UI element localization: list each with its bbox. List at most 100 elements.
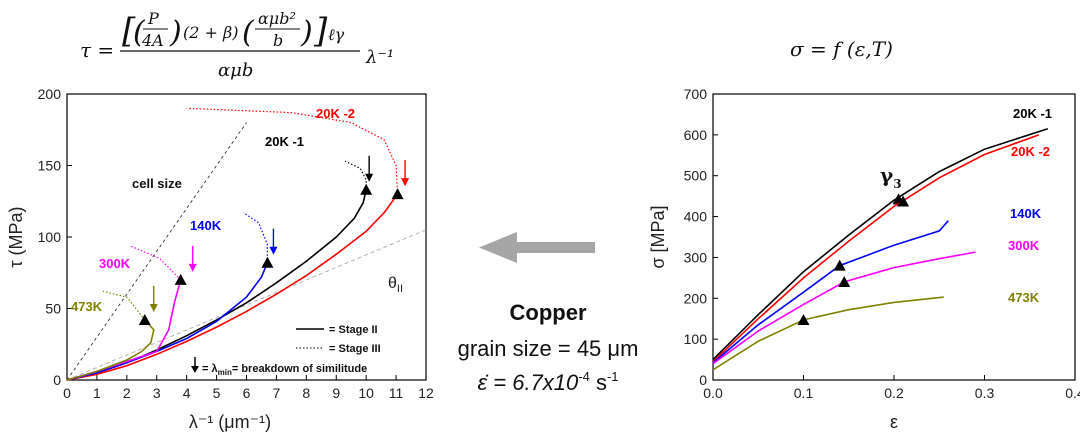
right-curve-20k-2 — [712, 134, 1040, 363]
left-xtick-label: 6 — [243, 385, 251, 401]
right-xtick-label: 0.0 — [703, 385, 723, 401]
left-stage3-20k-1 — [344, 160, 367, 190]
right-ytick-label: 600 — [684, 127, 708, 143]
strain-rate-label: ε̇ = 6.7x10-4 s-1 — [477, 369, 618, 395]
left-stage2-20k-2 — [66, 193, 399, 381]
left-triangle-20k-1 — [360, 183, 373, 195]
legend-arrowhead-icon — [191, 366, 199, 373]
left-stage3-20k-2 — [186, 107, 399, 195]
right-triangle-20k-2 — [897, 195, 910, 207]
left-stage3-300k — [129, 245, 182, 281]
left-stage3-140k — [243, 212, 268, 263]
right-ytick-label: 400 — [684, 209, 708, 225]
left-xtick-label: 3 — [153, 385, 161, 401]
eq-lgamma: ℓγ — [328, 25, 345, 44]
left-ytick-label: 200 — [38, 86, 62, 102]
left-ylabel: τ (MPa) — [6, 206, 26, 267]
right-curve-20k-1 — [712, 127, 1049, 361]
right-ytick-label: 0 — [699, 372, 707, 388]
left-xtick-label: 11 — [389, 385, 404, 401]
left-stage3-473k — [102, 290, 146, 321]
right-xlabel: ε — [890, 412, 898, 432]
material-label: Copper — [510, 300, 587, 325]
right-equation: σ = f (ε,T) — [790, 37, 893, 61]
left-stage2-473k — [66, 319, 155, 381]
label-300k: 300K — [99, 256, 131, 271]
left-legend: = Stage II = Stage III = λmin= breakdown… — [191, 324, 381, 377]
grain-size-label: grain size = 45 μm — [458, 336, 639, 361]
cell-size-label: cell size — [132, 176, 182, 191]
left-triangle-20k-2 — [391, 188, 404, 200]
eq-paren-open: ( — [133, 15, 146, 50]
right-triangle-473k — [797, 313, 810, 325]
right-xtick-label: 0.3 — [975, 385, 995, 401]
big-arrow-shaft — [517, 242, 595, 253]
label-20k-1: 20K -1 — [265, 134, 304, 149]
left-ytick-label: 0 — [53, 372, 61, 388]
eq-p: P — [147, 9, 159, 28]
right-triangle-140k — [833, 259, 846, 271]
label-473k: 473K — [71, 299, 103, 314]
right-chart: 0.0 0.1 0.2 0.3 0.4 0 100 200 300 400 500 600 700 γ3… — [648, 86, 1080, 432]
eq-b: b — [273, 31, 283, 50]
rlabel-140k: 140K — [1010, 206, 1042, 221]
eq-paren-close: ) — [169, 15, 182, 50]
eq-tau: τ = — [80, 38, 114, 62]
left-equation: τ = [ ( P 4A ) (2 + β) ( αμb² b ) ] ℓγ α… — [80, 9, 394, 81]
eq-paren2-close: ) — [300, 15, 313, 50]
left-xtick-label: 8 — [302, 385, 310, 401]
right-ytick-label: 100 — [684, 331, 708, 347]
left-arrowhead-20k-1 — [365, 173, 374, 182]
eq-bracket-close: ] — [313, 11, 328, 51]
left-xtick-label: 10 — [358, 385, 374, 401]
rlabel-300k: 300K — [1008, 238, 1040, 253]
left-stage2-140k — [66, 262, 269, 381]
left-arrowhead-473k — [149, 303, 158, 312]
left-triangle-473k — [138, 313, 151, 325]
legend-stage2: = Stage II — [329, 324, 378, 336]
cell-size-line — [66, 122, 247, 381]
center-panel: Copper grain size = 45 μm ε̇ = 6.7x10-4 … — [458, 232, 639, 395]
left-triangle-140k — [261, 256, 274, 268]
left-xtick-label: 2 — [123, 385, 131, 401]
left-arrowhead-300k — [188, 263, 197, 272]
left-xtick-label: 12 — [418, 385, 434, 401]
left-xtick-label: 5 — [213, 385, 221, 401]
left-ytick-label: 100 — [38, 229, 62, 245]
left-xlabel: λ⁻¹ (μm⁻¹) — [189, 412, 271, 432]
left-xtick-label: 7 — [273, 385, 281, 401]
eq-beta: (2 + β) — [183, 23, 239, 42]
rlabel-20k-1: 20K -1 — [1013, 106, 1052, 121]
left-xtick-label: 9 — [332, 385, 340, 401]
gamma3-label: γ3 — [880, 163, 902, 191]
eq-bracket-open: [ — [122, 11, 136, 51]
right-ytick-label: 300 — [684, 249, 708, 265]
right-triangle-300k — [838, 275, 851, 287]
left-arrowhead-140k — [269, 246, 278, 255]
left-triangle-300k — [174, 273, 187, 285]
right-curve-473k — [712, 296, 944, 371]
legend-lambda: = λmin= breakdown of similitude — [202, 363, 367, 377]
label-140k: 140K — [190, 218, 222, 233]
right-ytick-label: 500 — [684, 168, 708, 184]
right-ylabel: σ [MPa] — [648, 205, 668, 268]
right-xtick-label: 0.2 — [884, 385, 904, 401]
big-arrow-head-icon — [479, 232, 517, 263]
left-xtick-label: 0 — [63, 385, 71, 401]
left-arrowhead-20k-2 — [401, 178, 410, 187]
left-xtick-label: 4 — [183, 385, 191, 401]
legend-stage3: = Stage III — [329, 343, 381, 355]
rlabel-473k: 473K — [1008, 290, 1040, 305]
right-ytick-label: 200 — [684, 290, 708, 306]
right-ytick-label: 700 — [684, 86, 708, 102]
left-ytick-label: 50 — [45, 301, 61, 317]
eq-4a: 4A — [141, 31, 164, 50]
left-stage2-300k — [66, 279, 182, 381]
theta-label: θII — [388, 275, 403, 295]
label-20k-2: 20K -2 — [316, 106, 355, 121]
eq-paren2-open: ( — [242, 15, 255, 50]
rlabel-20k-2: 20K -2 — [1011, 144, 1050, 159]
right-xtick-label: 0.4 — [1065, 385, 1080, 401]
